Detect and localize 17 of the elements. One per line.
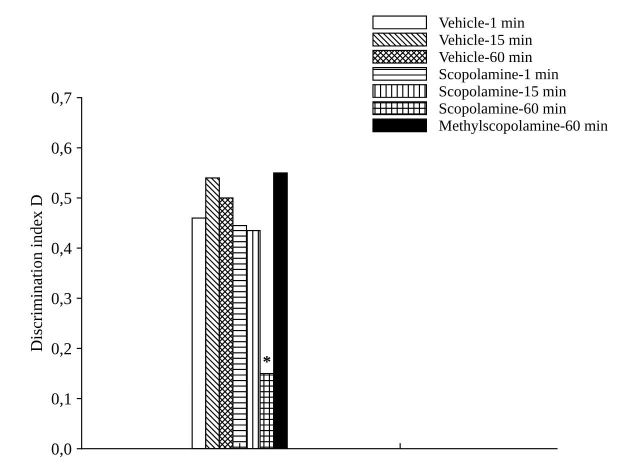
legend-label: Scopolamine-60 min [440,102,566,117]
y-tick-label: 0,5 [52,192,72,206]
y-tick-label: 0,4 [52,242,72,256]
legend-label: Scopolamine-1 min [440,68,559,82]
y-tick-label: 0,0 [52,443,72,458]
y-tick-label: 0,3 [52,292,72,307]
y-axis-title: Discrimination index D [30,195,42,352]
legend-label: Vehicle-60 min [438,51,532,62]
annotation: * [263,356,270,362]
y-tick-label: 0,6 [52,142,72,156]
y-tick-label: 0,1 [52,393,71,407]
legend-label: Vehicle-1 min [438,17,525,28]
legend-label: Vehicle-15 min [438,34,532,46]
y-tick-label: 0,7 [52,92,72,106]
legend-label: Scopolamine-15 min [440,86,566,100]
legend-label: Methylscopolamine-60 min [439,120,608,134]
y-tick-label: 0,2 [52,343,71,357]
